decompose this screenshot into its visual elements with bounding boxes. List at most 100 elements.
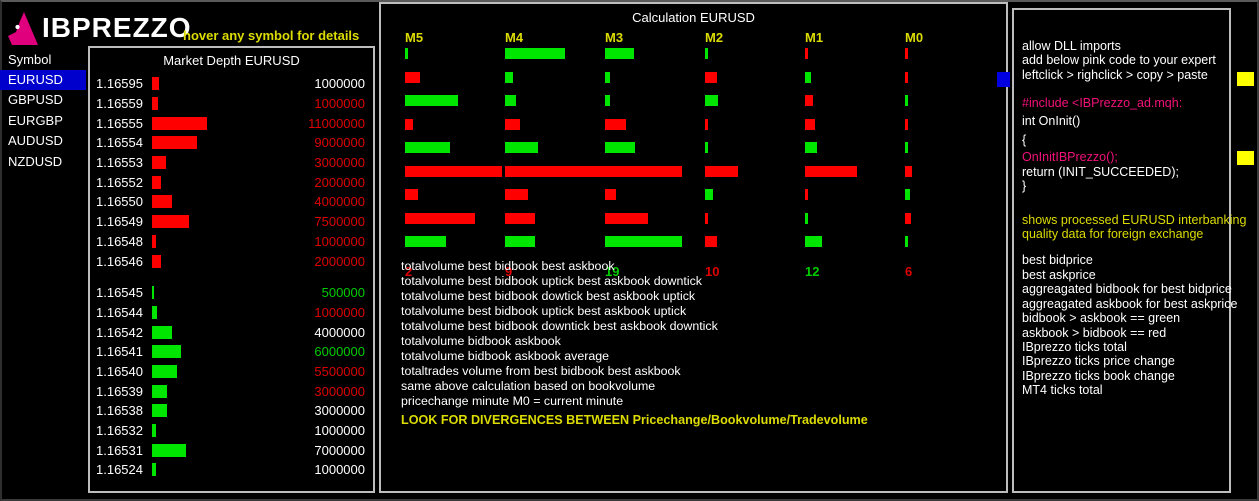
code-line[interactable]: OnInitIBPrezzo(); [1022,150,1118,165]
ibprezzo-logo-icon [8,12,38,45]
note-line: IBprezzo ticks price change [1022,354,1175,369]
calc-bar [705,118,708,130]
note-line: quality data for foreign exchange [1022,227,1204,242]
calc-bar-slot [805,212,905,234]
calc-bar-slot [805,71,905,93]
sidebar-item-audusd[interactable]: AUDUSD [8,133,63,149]
depth-row: 1.16541 6000000 [90,342,373,362]
calc-bar [905,212,911,224]
calc-bar [505,142,538,153]
calc-bar [705,142,708,153]
depth-bar [152,364,177,378]
yellow-marker-top [1237,72,1254,86]
calc-bar [805,71,811,83]
calc-bar [605,118,626,130]
note-line: aggreagated askbook for best askprice [1022,296,1238,311]
calc-bar [505,236,535,247]
depth-bar [152,384,167,398]
note-line: IBprezzo ticks book change [1022,368,1175,383]
code-line[interactable]: { [1022,133,1027,148]
calc-bar [705,48,708,59]
symbol-list: EURUSD GBPUSD EURGBP AUDUSD NZDUSD [0,70,86,172]
calc-bar-slot [605,71,705,93]
depth-bar [152,195,172,209]
calc-bar [605,71,610,83]
calc-bars [805,48,905,257]
calc-bar-slot [505,212,605,234]
calc-column-m4: M4 9 [505,30,605,279]
calc-bar [505,189,528,200]
sidebar-item-eurgbp[interactable]: EURGBP [8,112,63,128]
calc-bar-slot [805,165,905,187]
sidebar-item-gbpusd[interactable]: GBPUSD [8,92,63,108]
depth-bar [152,443,186,457]
calc-column-m1: M1 12 [805,30,905,279]
code-line[interactable]: return (INIT_SUCCEEDED); [1022,164,1179,179]
calc-bar-slot [705,189,805,210]
depth-volume: 2000000 [314,174,365,190]
calc-bar [405,236,446,247]
note-line: MT4 ticks total [1022,383,1103,398]
calc-bar-slot [905,189,1005,210]
depth-price: 1.16553 [96,155,143,171]
code-line[interactable]: #include <IBPrezzo_ad.mqh: [1022,96,1183,111]
depth-price: 1.16549 [96,214,143,230]
legend-line: totalvolume bidbook askbook average [401,349,610,363]
depth-volume: 3000000 [314,155,365,171]
yellow-marker-bottom [1237,151,1254,165]
calc-bar-slot [705,71,805,93]
calc-bar-slot [505,142,605,163]
calc-column-label: M5 [405,30,424,45]
depth-volume: 500000 [321,285,365,301]
calc-bar-slot [405,236,505,257]
depth-bar-track [152,215,291,229]
calc-bar [905,48,908,59]
depth-volume: 2000000 [314,253,365,269]
depth-bar-track [152,424,291,438]
depth-bar [152,116,207,130]
calc-bar-slot [505,189,605,210]
market-depth-panel: Market Depth EURUSD 1.16595 1000000 1.1655… [88,46,375,493]
divergence-note: LOOK FOR DIVERGENCES BETWEEN Pricechange… [401,413,868,427]
calc-column-label: M1 [805,30,824,45]
sidebar-item-eurusd[interactable]: EURUSD [0,70,86,91]
legend-line: same above calculation based on bookvolu… [401,379,656,393]
depth-price: 1.16542 [96,324,143,340]
depth-bar-track [152,254,291,268]
depth-row: 1.16552 2000000 [90,172,373,192]
calc-bar [705,71,717,83]
depth-bar-track [152,305,291,319]
note-line: leftclick > righclick > copy > paste [1022,67,1208,82]
app-logo-text: IBPREZZO [42,12,192,43]
depth-row: 1.16559 1000000 [90,94,373,114]
calc-count: 19 [605,263,620,279]
calc-bars [605,48,705,257]
depth-price: 1.16540 [96,363,143,379]
depth-price: 1.16552 [96,174,143,190]
depth-price: 1.16548 [96,233,143,249]
note-line: add below pink code to your expert [1022,53,1216,68]
calc-bar-slot [405,71,505,93]
calc-column-m3: M3 19 [605,30,705,279]
calculation-panel: Calculation EURUSD M5 2 M4 9 M3 19 M2 10 M1 12 M0 6… [379,2,1008,493]
depth-bar-track [152,286,291,300]
calc-bar-slot [405,142,505,163]
calc-bar-slot [405,118,505,140]
code-line[interactable]: } [1022,179,1027,194]
calc-column-m0: M0 6 [905,30,1005,279]
calc-bar [805,189,808,200]
depth-price: 1.16550 [96,194,143,210]
code-line[interactable]: int OnInit() [1022,113,1081,128]
legend-line: pricechange minute M0 = current minute [401,394,624,408]
legend-line: totalvolume best bidbook uptick best ask… [401,274,702,288]
sidebar-item-nzdusd[interactable]: NZDUSD [8,153,63,169]
depth-bar [152,77,159,91]
depth-volume: 7500000 [314,214,365,230]
depth-price: 1.16538 [96,403,143,419]
calc-bar-slot [505,95,605,116]
depth-bar [152,254,161,268]
calc-column-label: M2 [705,30,724,45]
calc-bar-slot [805,118,905,140]
depth-bar-track [152,384,291,398]
calc-bars [505,48,605,257]
